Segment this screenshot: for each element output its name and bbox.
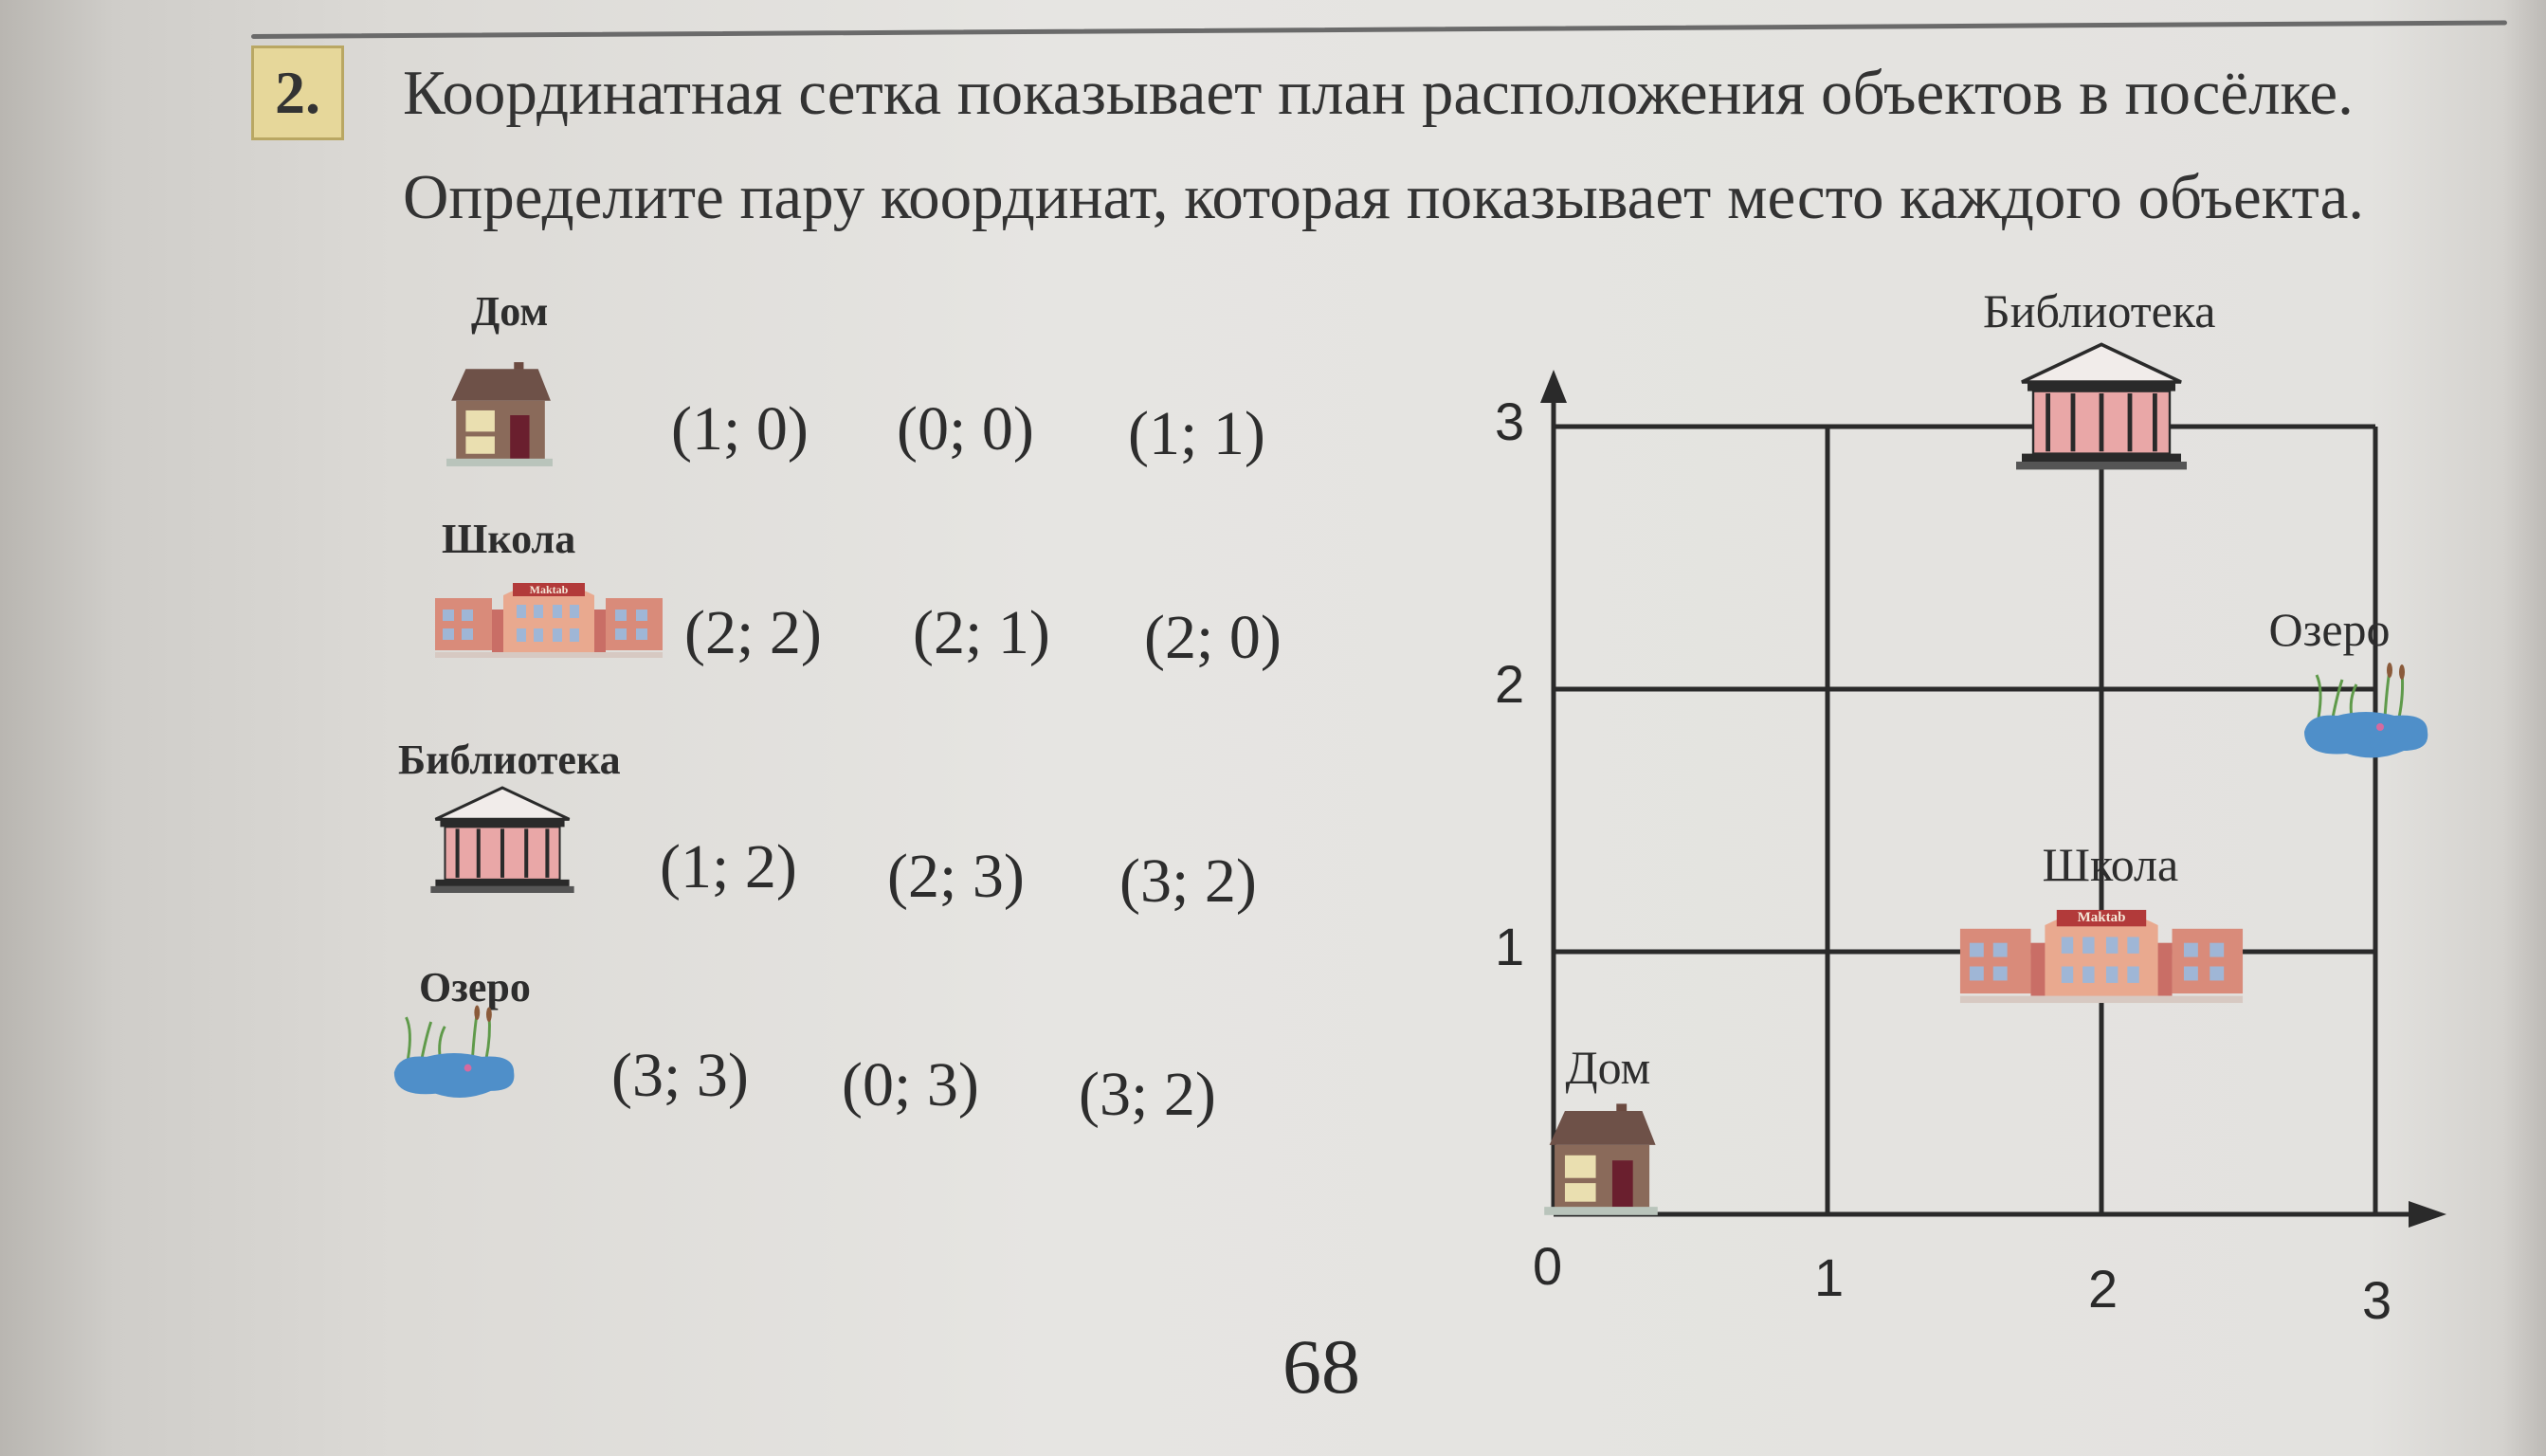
y-axis-arrow	[1540, 370, 1567, 403]
answer-option[interactable]: (2; 2)	[684, 598, 822, 667]
answer-option[interactable]: (2; 3)	[887, 842, 1025, 911]
house-map-icon	[1544, 1099, 1658, 1217]
y-tick-label: 2	[1495, 654, 1525, 714]
y-tick-label: 1	[1495, 917, 1525, 976]
school-sign: Maktab	[529, 583, 569, 596]
object-label: Школа	[442, 516, 576, 562]
answer-option[interactable]: (3; 2)	[1119, 846, 1257, 916]
header-rule	[250, 20, 2507, 39]
task-text-line2: Определите пару координат, которая показ…	[403, 162, 2365, 232]
school-map-icon	[1959, 896, 2244, 1008]
answer-option[interactable]: (0; 0)	[897, 394, 1034, 464]
map-label-house: Дом	[1565, 1040, 1651, 1094]
x-tick-label: 1	[1814, 1247, 1845, 1307]
answer-option[interactable]: (3; 2)	[1079, 1060, 1216, 1129]
answer-option[interactable]: (1; 2)	[660, 832, 797, 901]
page-number: 68	[1282, 1323, 1360, 1410]
task-text-line1: Координатная сетка показывает план распо…	[403, 58, 2354, 128]
answer-option[interactable]: (1; 1)	[1128, 399, 1265, 468]
map-label-lake: Озеро	[2268, 603, 2391, 656]
library-icon	[430, 786, 574, 896]
answer-option[interactable]: (2; 0)	[1144, 603, 1282, 672]
x-tick-label: 2	[2088, 1259, 2119, 1319]
y-tick-label: 3	[1495, 391, 1525, 451]
task-number: 2.	[251, 46, 344, 140]
lake-map-icon	[2300, 661, 2432, 765]
answer-option[interactable]: (0; 3)	[842, 1050, 979, 1119]
lake-icon	[390, 1003, 518, 1105]
x-tick-label: 0	[1533, 1236, 1563, 1296]
library-map-icon	[2016, 342, 2187, 473]
answer-option[interactable]: (1; 0)	[671, 394, 809, 464]
x-axis-arrow	[2409, 1201, 2446, 1228]
school-sign: Maktab	[2077, 910, 2126, 925]
x-tick-label: 3	[2362, 1270, 2392, 1330]
answer-option[interactable]: (3; 3)	[611, 1041, 749, 1110]
object-label: Дом	[471, 288, 549, 335]
answer-option[interactable]: (2; 1)	[913, 598, 1050, 667]
house-icon	[446, 357, 553, 468]
object-label: Библиотека	[398, 737, 621, 783]
map-label-school: Школа	[2042, 838, 2179, 891]
map-label-library: Библиотека	[1983, 284, 2216, 337]
object-label: Озеро	[419, 964, 531, 1010]
